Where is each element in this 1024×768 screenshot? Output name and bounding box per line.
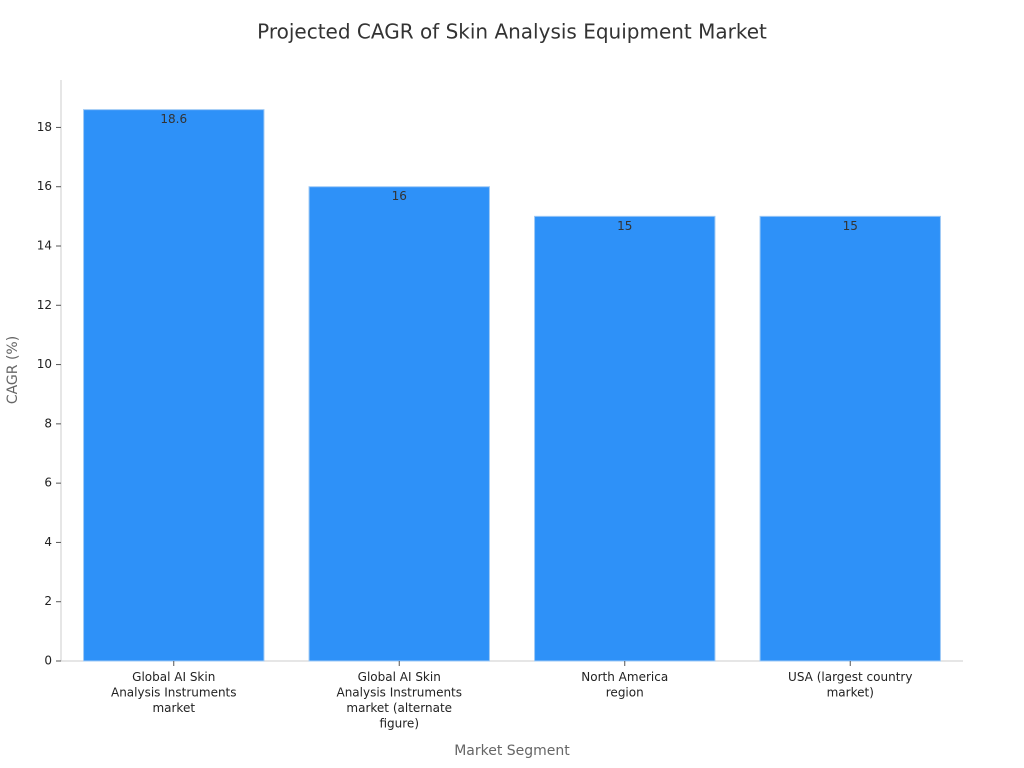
y-tick-label: 10 (37, 357, 52, 371)
y-tick-label: 16 (37, 179, 52, 193)
bar (534, 215, 716, 662)
bar (308, 186, 490, 662)
y-axis-title: CAGR (%) (5, 336, 21, 404)
x-tick-label: North America region (581, 670, 668, 700)
chart-title: Projected CAGR of Skin Analysis Equipmen… (257, 20, 767, 44)
y-tick-label: 2 (44, 594, 52, 608)
y-tick-label: 4 (44, 535, 52, 549)
y-tick-label: 14 (37, 239, 52, 253)
y-tick-label: 0 (44, 654, 52, 668)
bar (759, 215, 941, 662)
y-tick-label: 8 (44, 416, 52, 430)
value-label: 16 (392, 189, 407, 203)
y-tick-label: 6 (44, 476, 52, 490)
y-tick-label: 12 (37, 298, 52, 312)
x-axis-title: Market Segment (454, 743, 570, 759)
x-tick-label: USA (largest country market) (788, 670, 912, 700)
x-tick-label: Global AI Skin Analysis Instruments market… (336, 670, 462, 731)
bar (83, 109, 265, 662)
value-label: 15 (617, 219, 632, 233)
x-tick-label: Global AI Skin Analysis Instruments market (111, 670, 237, 715)
value-label: 15 (843, 219, 858, 233)
value-label: 18.6 (160, 112, 187, 126)
y-tick-label: 18 (37, 120, 52, 134)
